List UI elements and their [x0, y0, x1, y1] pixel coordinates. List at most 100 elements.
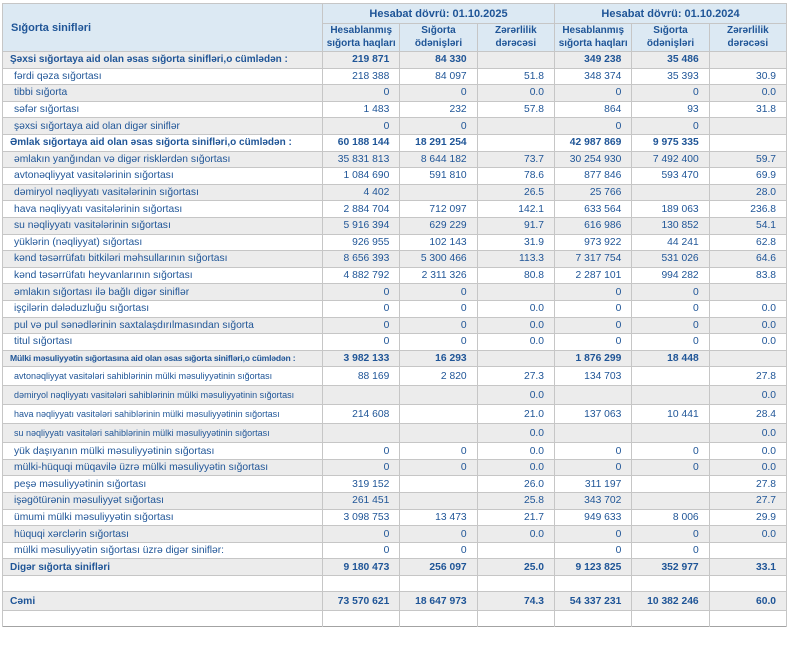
value-cell: 3 098 753: [321, 508, 401, 527]
value-cell: [399, 575, 478, 593]
partial-row: [2, 610, 788, 627]
table-row: ümumi mülki məsuliyyətin sığortası 3 098 …: [2, 508, 788, 527]
value-cell: 9 123 825: [554, 558, 633, 577]
value-cell: 0: [399, 283, 478, 301]
value-cell: 256 097: [399, 558, 478, 577]
value-cell: 0: [321, 525, 401, 543]
value-cell: 16 293: [399, 349, 478, 368]
table-row: peşə məsuliyyətinin sığortası 319 152 26.0…: [2, 475, 788, 494]
table-body: Şəxsi sığortaya aid olan əsas sığorta si…: [2, 51, 788, 627]
value-cell: 73.7: [476, 150, 556, 169]
value-cell: 0: [399, 458, 478, 477]
column-header-claims-2024: Sığorta ödənişləri: [631, 23, 710, 52]
value-cell: 349 238: [554, 51, 633, 69]
value-cell: 84 097: [399, 67, 478, 86]
table-row: səfər sığortası 1 483 232 57.8 864 93 31.8: [2, 100, 788, 119]
value-cell: 348 374: [554, 67, 633, 86]
value-cell: [708, 117, 788, 135]
value-cell: 0.0: [476, 316, 556, 335]
value-cell: 29.9: [708, 508, 788, 527]
value-cell: 26.0: [476, 475, 556, 494]
table-row: hüquqi xərclərin sığortası 0 0 0.0 0 0 0.0: [2, 525, 788, 543]
row-label: əmlakın yanğından və digər risklərdən sı…: [2, 150, 323, 169]
total-row: Cəmi 73 570 621 18 647 973 74.3 54 337 231 10…: [2, 591, 788, 612]
value-cell: [708, 541, 788, 560]
value-cell: 0: [554, 299, 633, 318]
row-label: Şəxsi sığortaya aid olan əsas sığorta si…: [2, 51, 323, 69]
value-cell: 0.0: [476, 442, 556, 460]
value-cell: 0: [399, 117, 478, 135]
value-cell: 0: [554, 541, 633, 560]
table-row: fərdi qəza sığortası 218 388 84 097 51.8 348…: [2, 67, 788, 86]
value-cell: 0: [399, 541, 478, 560]
value-cell: 18 448: [631, 349, 710, 368]
value-cell: 0: [631, 333, 710, 351]
value-cell: 616 986: [554, 216, 633, 235]
row-label: fərdi qəza sığortası: [2, 67, 323, 86]
report-page: Sığorta sinifləri Hesabat dövrü: 01.10.2…: [2, 3, 788, 628]
value-cell: 28.0: [708, 183, 788, 202]
value-cell: 0.0: [708, 442, 788, 460]
row-label: avtonəqliyyat vasitələri sahiblərinin mü…: [2, 366, 323, 387]
value-cell: 0: [399, 525, 478, 543]
value-cell: 31.8: [708, 100, 788, 119]
table-row: su nəqliyyatı vasitələri sahiblərinin mü…: [2, 423, 788, 444]
value-cell: 0: [321, 117, 401, 135]
value-cell: 633 564: [554, 200, 633, 218]
row-label: səfər sığortası: [2, 100, 323, 119]
value-cell: 0: [321, 84, 401, 102]
value-cell: 0: [554, 283, 633, 301]
value-cell: 18 647 973: [399, 591, 478, 612]
value-cell: 0.0: [476, 525, 556, 543]
value-cell: 0: [321, 316, 401, 335]
value-cell: 73 570 621: [321, 591, 401, 612]
row-label: [2, 610, 323, 627]
value-cell: [476, 283, 556, 301]
value-cell: 0: [554, 333, 633, 351]
table-row: dəmiryol nəqliyyatı vasitələri sahibləri…: [2, 385, 788, 406]
value-cell: [631, 385, 710, 406]
value-cell: 8 006: [631, 508, 710, 527]
value-cell: [399, 385, 478, 406]
value-cell: 0: [631, 84, 710, 102]
section-row: Mülki məsuliyyətin sığortasına aid olan …: [2, 349, 788, 368]
row-label: şəxsi sığortaya aid olan digər siniflər: [2, 117, 323, 135]
value-cell: 0.0: [476, 458, 556, 477]
value-cell: 319 152: [321, 475, 401, 494]
value-cell: 80.8: [476, 266, 556, 285]
value-cell: 102 143: [399, 233, 478, 252]
table-row: şəxsi sığortaya aid olan digər siniflər 0…: [2, 117, 788, 135]
value-cell: 28.4: [708, 404, 788, 425]
row-label: Əmlak sığortaya aid olan əsas sığorta si…: [2, 133, 323, 152]
section-row: Digər sığorta sinifləri 9 180 473 256 097 2…: [2, 558, 788, 577]
value-cell: 0: [631, 117, 710, 135]
row-label: yük daşıyanın mülki məsuliyyətinin sığor…: [2, 442, 323, 460]
value-cell: 2 287 101: [554, 266, 633, 285]
table-row: su nəqliyyatı vasitələrinin sığortası 5 9…: [2, 216, 788, 235]
value-cell: 3 982 133: [321, 349, 401, 368]
table-row: işəgötürənin məsuliyyət sığortası 261 451…: [2, 492, 788, 510]
value-cell: 949 633: [554, 508, 633, 527]
value-cell: [399, 610, 478, 627]
value-cell: [476, 349, 556, 368]
row-label: ümumi mülki məsuliyyətin sığortası: [2, 508, 323, 527]
value-cell: 629 229: [399, 216, 478, 235]
value-cell: 51.8: [476, 67, 556, 86]
value-cell: 0.0: [476, 84, 556, 102]
row-label: hava nəqliyyatı vasitələrinin sığortası: [2, 200, 323, 218]
value-cell: 0.0: [708, 458, 788, 477]
value-cell: 84 330: [399, 51, 478, 69]
value-cell: [708, 610, 788, 627]
value-cell: 35 831 813: [321, 150, 401, 169]
value-cell: 236.8: [708, 200, 788, 218]
value-cell: 591 810: [399, 167, 478, 185]
table-row: kənd təsərrüfatı heyvanlarının sığortası…: [2, 266, 788, 285]
table-row: avtonəqliyyat vasitələri sahiblərinin mü…: [2, 366, 788, 387]
table-row: avtonəqliyyat vasitələrinin sığortası 1 0…: [2, 167, 788, 185]
value-cell: 130 852: [631, 216, 710, 235]
value-cell: 35 486: [631, 51, 710, 69]
value-cell: [476, 51, 556, 69]
value-cell: 2 884 704: [321, 200, 401, 218]
value-cell: 0: [631, 299, 710, 318]
table-row: titul sığortası 0 0 0.0 0 0 0.0: [2, 333, 788, 351]
